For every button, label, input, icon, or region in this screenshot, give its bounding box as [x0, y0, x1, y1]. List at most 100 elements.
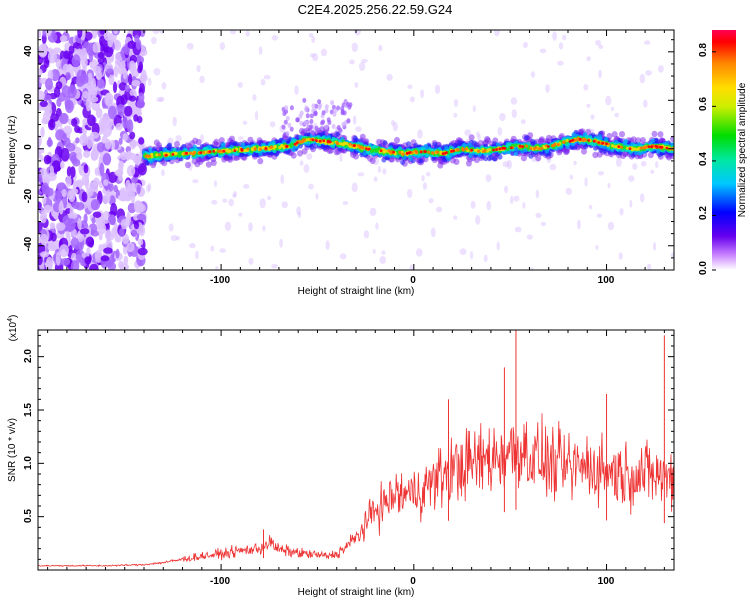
noise-blob: [118, 137, 123, 145]
noise-blob: [115, 104, 126, 117]
noise-blob: [137, 247, 148, 256]
noise-blob: [453, 112, 458, 118]
noise-blob: [219, 248, 226, 253]
noise-blob: [95, 107, 103, 119]
noise-blob: [562, 34, 567, 41]
ridge-blob: [155, 153, 159, 157]
noise-blob: [115, 123, 123, 131]
noise-blob: [122, 233, 130, 245]
ridge-blob: [556, 149, 563, 156]
noise-blob: [83, 31, 93, 41]
spectrogram-panel: -100 0 100 -40 -20 0 20 40 Height of str…: [7, 29, 675, 297]
noise-blob: [131, 80, 141, 87]
noise-blob: [50, 69, 60, 82]
noise-blob: [65, 231, 70, 238]
ridge-blob: [381, 157, 387, 163]
ridge-blob: [297, 150, 303, 157]
noise-blob: [120, 218, 129, 230]
noise-blob: [71, 54, 81, 68]
noise-blob: [238, 212, 243, 217]
noise-blob: [655, 161, 659, 169]
noise-blob: [644, 40, 651, 45]
noise-blob: [77, 217, 82, 230]
noise-blob: [378, 44, 383, 52]
noise-blob: [552, 31, 557, 41]
ridge-blob: [613, 145, 617, 149]
noise-blob: [372, 249, 376, 254]
noise-blob: [124, 105, 133, 117]
noise-blob: [315, 192, 319, 200]
noise-blob: [133, 221, 140, 230]
noise-blob: [84, 176, 90, 190]
noise-blob: [86, 247, 91, 255]
noise-blob: [127, 40, 136, 49]
ridge-blob: [495, 142, 501, 147]
noise-blob: [598, 69, 602, 79]
noise-blob: [229, 30, 237, 35]
noise-blob: [58, 200, 64, 215]
ridge-blob: [172, 147, 177, 152]
ridge-blob: [432, 141, 438, 147]
noise-blob: [50, 232, 57, 242]
noise-blob: [40, 233, 49, 246]
noise-blob: [118, 82, 127, 91]
noise-blob: [266, 195, 272, 201]
noise-blob: [113, 222, 119, 235]
noise-blob: [104, 139, 112, 150]
noise-blob: [93, 177, 100, 186]
noise-blob: [233, 191, 238, 198]
noise-blob: [357, 172, 365, 177]
noise-blob: [426, 171, 431, 177]
ridge-blob: [571, 132, 576, 137]
ridge-blob: [382, 140, 388, 146]
noise-blob: [75, 75, 85, 87]
noise-blob: [161, 82, 167, 90]
ridge-blob: [384, 149, 388, 153]
noise-blob: [189, 243, 196, 249]
noise-blob: [514, 226, 522, 233]
noise-blob: [43, 204, 52, 213]
ridge-blob: [210, 159, 217, 166]
noise-blob: [361, 58, 368, 64]
noise-blob: [535, 212, 542, 218]
noise-blob: [381, 250, 386, 256]
noise-blob: [98, 244, 104, 252]
noise-blob: [558, 42, 564, 50]
noise-blob: [128, 152, 137, 161]
noise-blob: [104, 46, 114, 58]
noise-blob: [629, 199, 633, 208]
noise-blob: [40, 126, 45, 138]
noise-blob: [146, 184, 151, 193]
noise-blob: [407, 189, 413, 198]
noise-blob: [91, 30, 98, 39]
noise-blob: [590, 128, 595, 134]
noise-blob: [605, 95, 612, 106]
noise-blob: [428, 198, 434, 204]
noise-blob: [147, 182, 152, 192]
noise-blob: [113, 30, 119, 35]
noise-blob: [47, 69, 54, 81]
noise-blob: [124, 84, 130, 93]
ridge-blob: [406, 141, 411, 147]
noise-blob: [306, 153, 313, 160]
noise-blob: [280, 174, 285, 184]
noise-blob: [120, 94, 128, 105]
noise-blob: [147, 77, 152, 86]
ridge-blob: [622, 140, 628, 145]
noise-blob: [49, 165, 55, 178]
noise-blob: [262, 225, 266, 232]
noise-blob: [565, 187, 572, 195]
noise-blob: [41, 182, 50, 195]
noise-blob: [92, 211, 102, 218]
noise-blob: [44, 106, 53, 117]
noise-blob: [355, 126, 362, 132]
noise-blob: [70, 166, 76, 179]
noise-blob: [38, 50, 47, 57]
noise-blob: [172, 116, 177, 127]
noise-blob: [38, 254, 43, 266]
noise-blob: [118, 260, 124, 269]
noise-blob: [363, 230, 370, 239]
noise-blob: [170, 234, 178, 242]
noise-blob: [238, 136, 244, 141]
